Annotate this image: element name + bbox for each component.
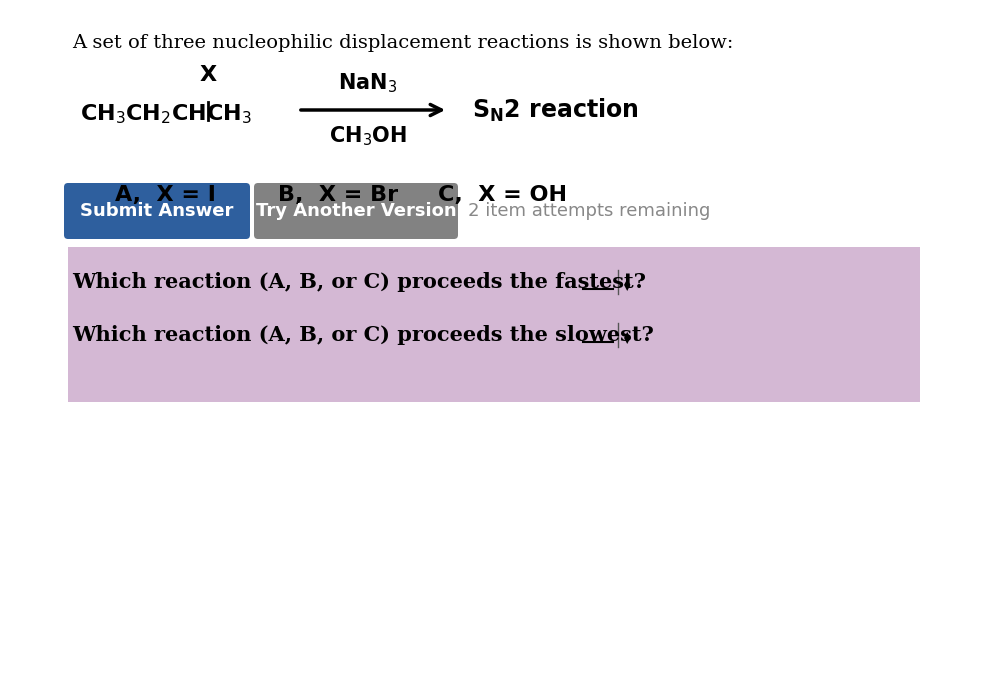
Text: NaN$_3$: NaN$_3$ bbox=[338, 72, 397, 95]
Text: Which reaction (A, B, or C) proceeds the slowest?: Which reaction (A, B, or C) proceeds the… bbox=[72, 325, 654, 345]
Text: CH$_3$OH: CH$_3$OH bbox=[329, 124, 407, 147]
Text: Try Another Version: Try Another Version bbox=[256, 202, 456, 220]
Text: A set of three nucleophilic displacement reactions is shown below:: A set of three nucleophilic displacement… bbox=[72, 34, 733, 52]
Text: ▲: ▲ bbox=[623, 331, 630, 340]
Text: S$_\mathregular{N}$2 reaction: S$_\mathregular{N}$2 reaction bbox=[472, 96, 638, 123]
Text: ▲: ▲ bbox=[623, 278, 630, 286]
Text: C,  X = OH: C, X = OH bbox=[438, 185, 567, 205]
FancyBboxPatch shape bbox=[64, 183, 250, 239]
Text: 2 item attempts remaining: 2 item attempts remaining bbox=[468, 202, 710, 220]
Bar bbox=[68, 247, 920, 402]
FancyBboxPatch shape bbox=[572, 319, 650, 351]
Text: ▼: ▼ bbox=[623, 284, 630, 293]
Text: X: X bbox=[200, 65, 216, 85]
Text: CH$_3$CH$_2$CHCH$_3$: CH$_3$CH$_2$CHCH$_3$ bbox=[80, 102, 252, 125]
Text: Which reaction (A, B, or C) proceeds the fastest?: Which reaction (A, B, or C) proceeds the… bbox=[72, 272, 646, 292]
Text: A,  X = I: A, X = I bbox=[115, 185, 215, 205]
Text: Submit Answer: Submit Answer bbox=[80, 202, 234, 220]
Text: ▼: ▼ bbox=[623, 336, 630, 346]
FancyBboxPatch shape bbox=[572, 266, 650, 298]
Text: B,  X = Br: B, X = Br bbox=[278, 185, 398, 205]
FancyBboxPatch shape bbox=[254, 183, 458, 239]
